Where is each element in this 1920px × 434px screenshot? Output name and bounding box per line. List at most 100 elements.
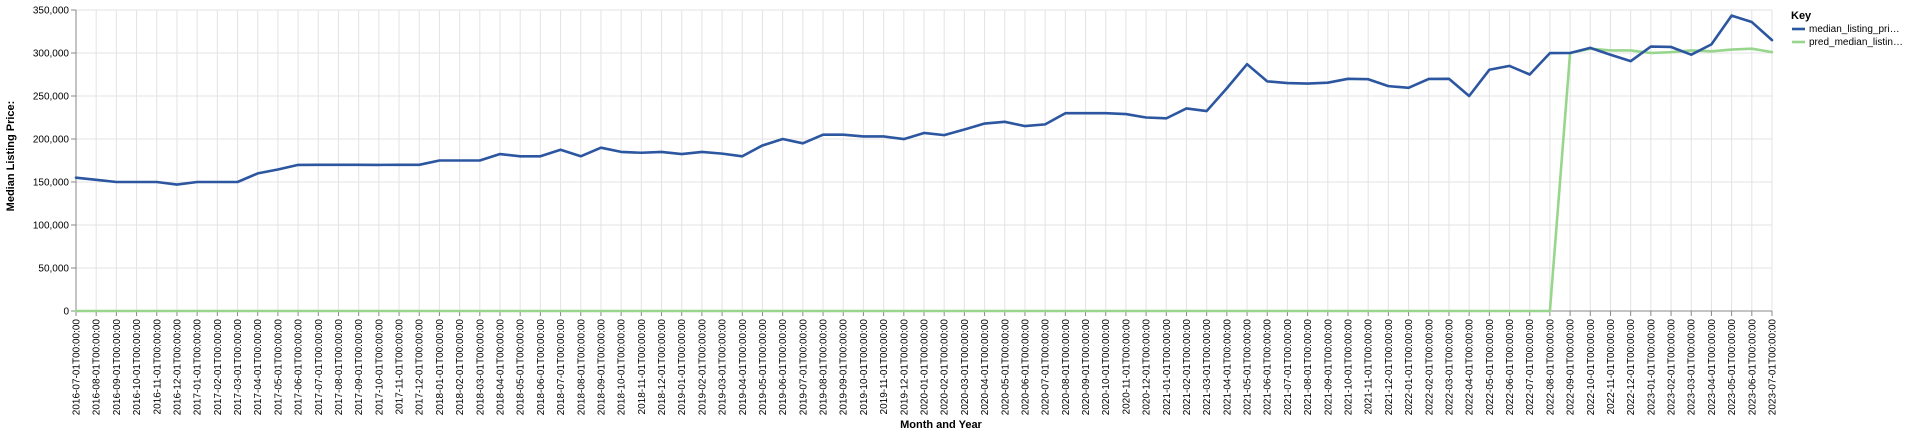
x-tick-label: 2022-11-01T00:00:00 (1606, 319, 1617, 415)
x-tick-label: 2020-04-01T00:00:00 (980, 319, 991, 416)
x-tick-label: 2017-01-01T00:00:00 (193, 319, 204, 416)
x-tick-label: 2019-09-01T00:00:00 (839, 319, 850, 416)
x-tick-label: 2019-02-01T00:00:00 (697, 319, 708, 416)
x-tick-label: 2020-06-01T00:00:00 (1020, 319, 1031, 416)
x-tick-label: 2020-03-01T00:00:00 (960, 319, 971, 416)
x-tick-label: 2018-12-01T00:00:00 (657, 319, 668, 416)
x-tick-label: 2021-05-01T00:00:00 (1243, 319, 1254, 416)
x-tick-label: 2017-06-01T00:00:00 (294, 319, 305, 416)
x-tick-label: 2023-02-01T00:00:00 (1667, 319, 1678, 416)
x-tick-label: 2019-01-01T00:00:00 (677, 319, 688, 416)
x-tick-label: 2022-08-01T00:00:00 (1545, 319, 1556, 416)
x-tick-label: 2017-10-01T00:00:00 (374, 319, 385, 416)
x-axis-title: Month and Year (900, 419, 982, 431)
x-tick-label: 2016-10-01T00:00:00 (132, 319, 143, 416)
x-tick-label: 2021-08-01T00:00:00 (1303, 319, 1314, 416)
x-tick-label: 2021-11-01T00:00:00 (1364, 319, 1375, 415)
x-tick-label: 2020-10-01T00:00:00 (1101, 319, 1112, 416)
x-tick-label: 2021-06-01T00:00:00 (1263, 319, 1274, 416)
x-tick-label: 2016-08-01T00:00:00 (92, 319, 103, 416)
x-tick-label: 2018-08-01T00:00:00 (576, 319, 587, 416)
x-tick-label: 2023-06-01T00:00:00 (1747, 319, 1758, 416)
y-axis: 0 50,000 100,000 150,000 200,000 250,000 300,0… (33, 6, 77, 318)
series-lines (74, 14, 1774, 313)
x-tick-label: 2016-09-01T00:00:00 (112, 319, 123, 416)
y-tick-label: 250,000 (33, 92, 70, 103)
x-tick-label: 2021-10-01T00:00:00 (1344, 319, 1355, 416)
x-tick-label: 2016-11-01T00:00:00 (152, 319, 163, 415)
x-tick-label: 2022-03-01T00:00:00 (1444, 319, 1455, 416)
x-tick-label: 2020-05-01T00:00:00 (1000, 319, 1011, 416)
x-tick-label: 2022-02-01T00:00:00 (1424, 319, 1435, 416)
x-tick-label: 2019-05-01T00:00:00 (758, 319, 769, 416)
x-tick-label: 2021-01-01T00:00:00 (1162, 319, 1173, 416)
y-axis-title: Median Listing Price: (5, 101, 17, 212)
y-tick-label: 0 (63, 307, 69, 318)
x-tick-label: 2017-12-01T00:00:00 (415, 319, 426, 416)
x-tick-label: 2022-10-01T00:00:00 (1586, 319, 1597, 416)
x-tick-label: 2020-01-01T00:00:00 (920, 319, 931, 416)
x-tick-label: 2019-11-01T00:00:00 (879, 319, 890, 415)
x-tick-label: 2019-06-01T00:00:00 (778, 319, 789, 416)
x-tick-label: 2017-02-01T00:00:00 (213, 319, 224, 416)
x-tick-label: 2017-09-01T00:00:00 (354, 319, 365, 416)
x-tick-label: 2022-12-01T00:00:00 (1626, 319, 1637, 416)
x-tick-label: 2017-05-01T00:00:00 (273, 319, 284, 416)
x-tick-label: 2017-04-01T00:00:00 (253, 319, 264, 416)
legend: Key median_listing_pri… pred_median_listi… (1791, 10, 1903, 48)
x-tick-label: 2020-09-01T00:00:00 (1081, 319, 1092, 416)
x-tick-label: 2018-04-01T00:00:00 (496, 319, 507, 416)
x-tick-label: 2016-12-01T00:00:00 (172, 319, 183, 416)
grid-lines (75, 9, 1773, 312)
x-tick-label: 2021-02-01T00:00:00 (1182, 319, 1193, 416)
x-tick-label: 2020-12-01T00:00:00 (1142, 319, 1153, 416)
x-tick-label: 2022-06-01T00:00:00 (1505, 319, 1516, 416)
x-tick-label: 2021-09-01T00:00:00 (1323, 319, 1334, 416)
series-line-0 (74, 14, 1774, 186)
legend-title: Key (1791, 10, 1812, 22)
x-tick-label: 2018-02-01T00:00:00 (455, 319, 466, 416)
x-tick-label: 2018-03-01T00:00:00 (475, 319, 486, 416)
series-line-1 (74, 47, 1774, 313)
x-tick-label: 2022-09-01T00:00:00 (1566, 319, 1577, 416)
x-tick-label: 2019-12-01T00:00:00 (899, 319, 910, 416)
x-tick-label: 2018-10-01T00:00:00 (617, 319, 628, 416)
x-tick-label: 2020-08-01T00:00:00 (1061, 319, 1072, 416)
x-tick-label: 2022-07-01T00:00:00 (1525, 319, 1536, 416)
x-tick-label: 2017-11-01T00:00:00 (395, 319, 406, 415)
y-tick-label: 300,000 (33, 49, 70, 60)
x-tick-label: 2021-03-01T00:00:00 (1202, 319, 1213, 416)
x-tick-label: 2019-07-01T00:00:00 (798, 319, 809, 416)
x-axis: 2016-07-01T00:00:00 2016-08-01T00:00:00 20… (72, 310, 1779, 416)
x-tick-label: 2019-04-01T00:00:00 (738, 319, 749, 416)
y-tick-label: 350,000 (33, 6, 70, 17)
x-tick-label: 2018-05-01T00:00:00 (516, 319, 527, 416)
x-tick-label: 2018-09-01T00:00:00 (596, 319, 607, 416)
x-tick-label: 2022-05-01T00:00:00 (1485, 319, 1496, 416)
x-tick-label: 2023-04-01T00:00:00 (1707, 319, 1718, 416)
x-tick-label: 2021-04-01T00:00:00 (1222, 319, 1233, 416)
x-tick-label: 2018-11-01T00:00:00 (637, 319, 648, 415)
x-tick-label: 2017-07-01T00:00:00 (314, 319, 325, 416)
x-tick-label: 2020-02-01T00:00:00 (940, 319, 951, 416)
y-tick-label: 100,000 (33, 221, 70, 232)
x-tick-label: 2019-03-01T00:00:00 (718, 319, 729, 416)
x-tick-label: 2018-06-01T00:00:00 (536, 319, 547, 416)
legend-label-0: median_listing_pri… (1809, 24, 1900, 35)
legend-label-1: pred_median_listin… (1809, 37, 1903, 48)
x-tick-label: 2023-05-01T00:00:00 (1727, 319, 1738, 416)
x-tick-label: 2023-07-01T00:00:00 (1768, 319, 1779, 416)
x-tick-label: 2023-03-01T00:00:00 (1687, 319, 1698, 416)
x-tick-label: 2022-01-01T00:00:00 (1404, 319, 1415, 416)
y-tick-label: 50,000 (38, 264, 69, 275)
x-tick-label: 2021-12-01T00:00:00 (1384, 319, 1395, 416)
x-tick-label: 2017-08-01T00:00:00 (334, 319, 345, 416)
x-tick-label: 2017-03-01T00:00:00 (233, 319, 244, 416)
x-tick-label: 2019-08-01T00:00:00 (819, 319, 830, 416)
x-tick-label: 2018-01-01T00:00:00 (435, 319, 446, 416)
x-tick-label: 2021-07-01T00:00:00 (1283, 319, 1294, 416)
x-tick-label: 2023-01-01T00:00:00 (1646, 319, 1657, 416)
y-tick-label: 200,000 (33, 135, 70, 146)
x-tick-label: 2022-04-01T00:00:00 (1465, 319, 1476, 416)
